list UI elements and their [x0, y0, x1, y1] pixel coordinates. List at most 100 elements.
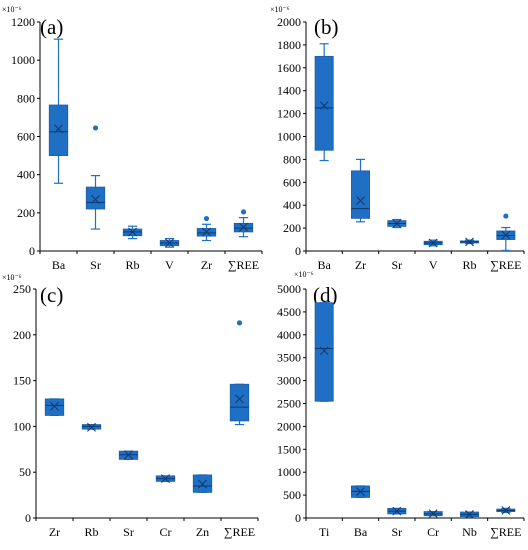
box-Cr	[155, 474, 176, 484]
y-tick-label: 2000	[277, 15, 301, 29]
mean-marker	[428, 509, 438, 518]
y-tick-label: 400	[283, 198, 301, 212]
y-tick-label: 800	[17, 91, 35, 105]
box-Nb	[460, 509, 479, 519]
chart-panel-d: 0 500 1000 1500 2000 2500 3000 3500 4000 4500 5000…	[277, 270, 525, 539]
y-tick-label: 0	[295, 511, 301, 525]
mean-marker	[501, 230, 511, 240]
box-iqr	[351, 170, 370, 219]
box-∑REE	[229, 320, 250, 426]
y-tick-label: 250	[13, 282, 31, 296]
y-tick-label: 1800	[277, 38, 301, 52]
box-Zr	[44, 398, 65, 417]
box-Rb	[460, 237, 479, 247]
box-Ba	[351, 485, 370, 498]
x-category-label: Ba	[52, 258, 66, 272]
box-V	[423, 238, 443, 248]
mean-marker	[161, 474, 170, 484]
x-category-label: Cr	[427, 525, 439, 539]
box-iqr	[314, 55, 334, 151]
y-tick-label: 1200	[11, 15, 35, 29]
mean-marker	[198, 479, 207, 489]
x-category-label: Cr	[160, 525, 172, 539]
x-category-label: ∑REE	[490, 258, 521, 272]
mean-marker	[54, 124, 63, 134]
outlier-point	[92, 125, 99, 131]
y-tick-label: 150	[13, 374, 31, 388]
box-Rb	[122, 225, 143, 240]
outlier-point	[203, 215, 210, 222]
x-category-label: Zn	[196, 525, 209, 539]
panel-label: (c)	[40, 283, 63, 307]
x-category-label: Sr	[90, 258, 101, 272]
mean-marker	[392, 219, 402, 228]
chart-panel-c: 0 50 100 150 200 250 Zr Rb Sr Cr Zn ∑REE ×10⁻⁶ (c)	[2, 273, 259, 539]
unit-multiplier-label: ×10⁻⁶	[2, 273, 22, 282]
mean-marker	[91, 195, 100, 204]
y-tick-label: 4000	[277, 328, 301, 342]
box-Rb	[81, 422, 102, 432]
box-V	[159, 237, 180, 248]
outlier-point	[503, 213, 509, 219]
y-tick-label: 1000	[277, 130, 301, 144]
y-tick-label: 200	[283, 221, 301, 235]
x-category-label: Rb	[84, 525, 98, 539]
x-category-label: Sr	[391, 525, 402, 539]
y-tick-label: 1500	[277, 442, 301, 456]
y-tick-label: 5000	[277, 282, 301, 296]
x-category-label: Zr	[201, 258, 212, 272]
box-Zr	[351, 158, 370, 223]
y-tick-label: 1400	[277, 84, 301, 98]
y-tick-label: 1600	[277, 61, 301, 75]
y-tick-label: 800	[283, 152, 301, 166]
unit-multiplier-label: ×10⁻⁶	[270, 5, 290, 14]
box-∑REE	[496, 213, 516, 252]
mean-marker	[465, 237, 474, 247]
box-iqr	[85, 186, 106, 210]
y-tick-label: 0	[295, 244, 301, 258]
box-∑REE	[496, 506, 516, 515]
y-tick-label: 3000	[277, 374, 301, 388]
outlier-point	[240, 209, 247, 215]
x-category-label: Rb	[462, 258, 476, 272]
x-category-label: Ba	[317, 258, 331, 272]
x-category-label: Zr	[355, 258, 366, 272]
box-Sr	[387, 218, 407, 229]
mean-marker	[501, 506, 511, 515]
x-category-label: ∑REE	[224, 525, 255, 539]
y-tick-label: 500	[283, 488, 301, 502]
y-tick-label: 200	[17, 206, 35, 220]
mean-marker	[50, 401, 59, 411]
mean-marker	[165, 238, 174, 248]
x-category-label: Ba	[354, 525, 368, 539]
x-category-label: Sr	[391, 258, 402, 272]
box-iqr	[48, 104, 69, 156]
panel-label: (b)	[314, 15, 339, 39]
box-Ba	[48, 38, 69, 184]
mean-marker	[128, 227, 137, 237]
x-category-label: V	[429, 258, 438, 272]
x-category-label: V	[165, 258, 174, 272]
panel-label: (a)	[40, 15, 63, 39]
x-category-label: ∑REE	[228, 258, 259, 272]
y-tick-label: 200	[13, 328, 31, 342]
y-tick-label: 2500	[277, 397, 301, 411]
y-tick-label: 1000	[277, 465, 301, 479]
box-Sr	[387, 506, 407, 516]
x-category-label: Zr	[49, 525, 60, 539]
y-tick-label: 4500	[277, 305, 301, 319]
box-iqr	[44, 398, 65, 416]
y-tick-label: 3500	[277, 351, 301, 365]
y-tick-label: 50	[19, 465, 31, 479]
unit-multiplier-label: ×10⁻⁶	[294, 270, 314, 279]
mean-marker	[392, 506, 402, 516]
x-category-label: Ti	[319, 525, 330, 539]
x-category-label: Nb	[462, 525, 477, 539]
mean-marker	[319, 101, 329, 110]
mean-marker	[356, 487, 365, 497]
chart-panel-b: 0 200 400 600 800 1000 1200 1400 1600 1800 2000 Ba Z…	[270, 5, 525, 272]
mean-marker	[202, 227, 211, 237]
x-category-label: Rb	[125, 258, 139, 272]
mean-marker	[235, 394, 244, 404]
